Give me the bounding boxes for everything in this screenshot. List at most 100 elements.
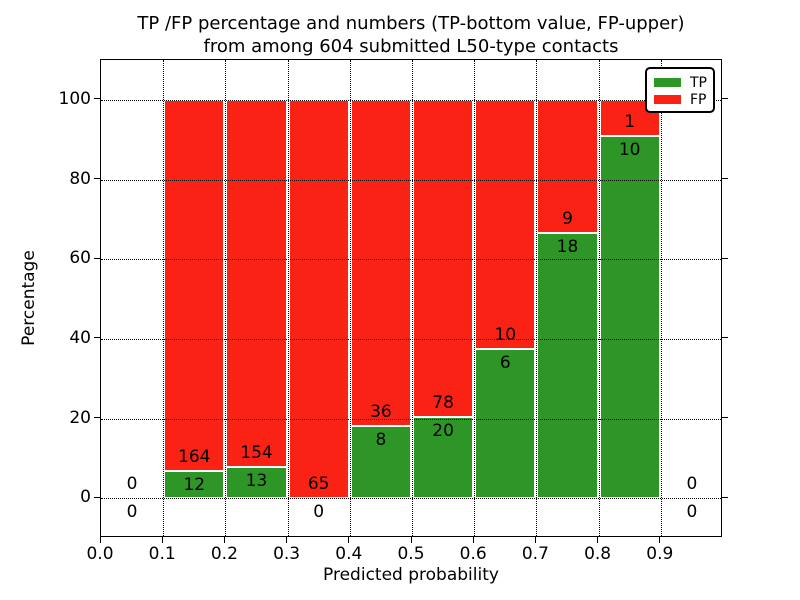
tp-bar-segment bbox=[226, 467, 287, 499]
y-tick-label: 0 bbox=[80, 487, 91, 508]
tp-count-label: 6 bbox=[499, 352, 511, 373]
chart-title-line2: from among 604 submitted L50-type contac… bbox=[203, 36, 619, 57]
legend: TP FP bbox=[645, 67, 715, 113]
y-axis-label: Percentage bbox=[19, 250, 39, 346]
fp-count-label: 164 bbox=[178, 447, 211, 467]
x-tick-label: 0.0 bbox=[86, 544, 114, 564]
x-tick-mark bbox=[534, 537, 536, 543]
y-tick-label: 60 bbox=[69, 248, 91, 269]
gridline-vertical bbox=[225, 60, 227, 536]
y-tick-mark-right bbox=[722, 417, 728, 418]
gridline-horizontal bbox=[101, 338, 721, 340]
x-tick-mark bbox=[161, 537, 163, 543]
y-tick-mark-left bbox=[94, 178, 100, 179]
fp-bar-segment bbox=[164, 99, 225, 471]
gridline-vertical bbox=[287, 60, 289, 536]
fp-count-label: 36 bbox=[370, 401, 392, 422]
fp-count-label: 9 bbox=[562, 208, 573, 229]
tp-count-label: 0 bbox=[686, 502, 698, 523]
fp-bar-segment bbox=[475, 99, 536, 349]
fp-bar-segment bbox=[413, 99, 474, 417]
chart-title: TP /FP percentage and numbers (TP-bottom… bbox=[100, 12, 722, 58]
y-tick-mark-left bbox=[94, 337, 100, 339]
chart-title-line1: TP /FP percentage and numbers (TP-bottom… bbox=[137, 13, 685, 34]
tp-count-label: 0 bbox=[126, 502, 138, 523]
y-tick-mark-left bbox=[94, 98, 100, 100]
tp-bar-segment bbox=[164, 471, 225, 499]
y-tick-mark-right bbox=[722, 496, 728, 498]
y-tick-mark-left bbox=[94, 257, 100, 259]
y-tick-mark-right bbox=[722, 178, 728, 179]
x-tick-label: 0.2 bbox=[210, 544, 238, 564]
y-tick-label: 40 bbox=[69, 327, 91, 348]
x-tick-label: 0.1 bbox=[148, 544, 176, 564]
x-tick-mark bbox=[99, 537, 101, 543]
tp-count-label: 12 bbox=[183, 475, 206, 495]
tp-bar-segment bbox=[413, 416, 474, 499]
gridline-vertical bbox=[536, 60, 538, 536]
gridline-vertical bbox=[163, 60, 165, 536]
x-tick-mark bbox=[348, 537, 350, 543]
gridline-vertical bbox=[660, 60, 662, 536]
x-tick-label: 0.7 bbox=[521, 544, 549, 564]
gridline-horizontal bbox=[101, 179, 721, 181]
tp-bar-segment bbox=[537, 232, 598, 499]
gridline-horizontal bbox=[101, 418, 721, 420]
x-tick-label: 0.8 bbox=[584, 544, 612, 564]
fp-bar-segment bbox=[350, 99, 411, 426]
fp-legend-swatch-icon bbox=[654, 95, 681, 104]
fp-count-label: 10 bbox=[494, 324, 517, 345]
tp-bar-segment bbox=[350, 425, 411, 499]
y-tick-mark-right bbox=[722, 337, 728, 339]
tp-count-label: 20 bbox=[432, 420, 454, 441]
tp-count-label: 0 bbox=[313, 502, 325, 523]
fp-bar-segment bbox=[226, 99, 287, 468]
y-tick-mark-left bbox=[94, 417, 100, 418]
legend-label-fp: FP bbox=[690, 91, 707, 108]
fp-count-label: 65 bbox=[307, 474, 330, 495]
x-tick-label: 0.3 bbox=[273, 544, 301, 564]
fp-count-label: 0 bbox=[686, 474, 698, 495]
x-tick-label: 0.9 bbox=[646, 544, 674, 564]
fp-count-label: 154 bbox=[240, 443, 273, 464]
x-axis-label: Predicted probability bbox=[323, 565, 499, 585]
tp-count-label: 13 bbox=[245, 471, 268, 492]
tp-bar-segment bbox=[599, 136, 660, 499]
gridline-vertical bbox=[474, 60, 476, 536]
y-tick-label: 80 bbox=[69, 168, 91, 189]
tp-count-label: 8 bbox=[375, 429, 387, 450]
gridline-horizontal bbox=[101, 498, 721, 500]
gridline-vertical bbox=[412, 60, 413, 536]
fp-count-label: 0 bbox=[126, 474, 138, 495]
gridline-vertical bbox=[598, 60, 600, 536]
x-tick-mark bbox=[472, 537, 474, 543]
x-tick-mark bbox=[286, 537, 288, 543]
x-tick-label: 0.4 bbox=[335, 544, 363, 564]
tp-count-label: 10 bbox=[618, 140, 641, 161]
fp-count-label: 1 bbox=[624, 112, 636, 133]
plot-area: 0 0 164 12 154 13 65 0 36 8 78 20 10 6 9 18 1 10 0 0 bbox=[100, 59, 722, 537]
y-tick-label: 20 bbox=[69, 407, 91, 428]
y-tick-mark-right bbox=[722, 98, 728, 100]
fp-count-label: 78 bbox=[432, 392, 454, 413]
x-tick-mark bbox=[410, 537, 412, 543]
legend-label-tp: TP bbox=[690, 74, 707, 91]
legend-entry-fp: FP bbox=[647, 91, 713, 108]
tp-bar-segment bbox=[475, 348, 536, 499]
y-tick-mark-left bbox=[94, 496, 100, 498]
fp-bar-segment bbox=[288, 99, 349, 499]
x-tick-mark bbox=[223, 537, 225, 543]
tp-count-label: 18 bbox=[556, 236, 579, 257]
gridline-horizontal bbox=[101, 99, 721, 101]
x-tick-label: 0.5 bbox=[397, 544, 425, 564]
gridline-vertical bbox=[349, 60, 351, 536]
gridline-horizontal bbox=[101, 259, 721, 261]
fp-bar-segment bbox=[537, 99, 598, 233]
y-tick-label: 100 bbox=[58, 88, 91, 109]
x-tick-mark bbox=[659, 537, 661, 543]
x-tick-label: 0.6 bbox=[459, 544, 487, 564]
tp-legend-swatch-icon bbox=[654, 78, 681, 87]
x-tick-mark bbox=[597, 537, 599, 543]
legend-entry-tp: TP bbox=[647, 74, 713, 91]
